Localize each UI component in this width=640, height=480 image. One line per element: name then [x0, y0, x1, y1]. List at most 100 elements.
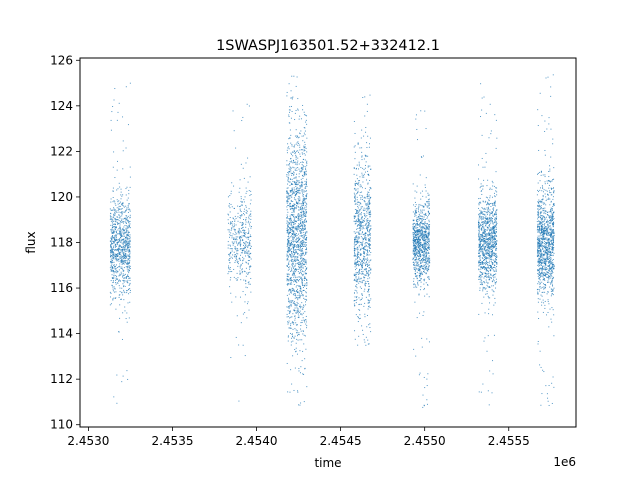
data-point	[243, 219, 245, 220]
data-point	[428, 224, 430, 226]
data-point	[487, 286, 489, 288]
data-point	[235, 237, 237, 239]
data-point	[354, 237, 356, 239]
data-point	[353, 247, 355, 249]
data-point	[294, 328, 296, 330]
data-point	[300, 273, 302, 275]
data-point	[428, 239, 430, 241]
data-point	[286, 278, 288, 280]
data-point	[492, 314, 494, 316]
data-point	[287, 244, 289, 246]
data-point	[428, 266, 430, 268]
data-point	[423, 289, 425, 291]
data-point	[302, 235, 304, 237]
data-point	[232, 226, 234, 228]
data-point	[115, 221, 117, 223]
data-point	[287, 147, 289, 149]
data-point	[366, 208, 368, 210]
data-point	[366, 250, 368, 252]
data-point	[288, 247, 290, 249]
data-point	[293, 294, 295, 296]
data-point	[361, 237, 363, 239]
data-point	[478, 238, 480, 240]
data-point	[239, 205, 241, 207]
data-point	[494, 302, 496, 304]
data-point	[113, 254, 115, 256]
data-point	[301, 211, 303, 213]
data-point	[367, 242, 369, 244]
data-point	[241, 201, 243, 203]
data-point	[427, 216, 429, 218]
data-point	[294, 144, 296, 146]
data-point	[295, 271, 297, 273]
data-point	[124, 250, 126, 252]
data-point	[243, 244, 245, 246]
data-point	[424, 267, 426, 269]
data-point	[426, 225, 428, 227]
data-point	[354, 208, 356, 210]
data-point	[301, 278, 303, 280]
data-point	[357, 272, 359, 274]
data-point	[478, 224, 480, 226]
data-point	[291, 333, 293, 335]
data-point	[359, 269, 361, 271]
data-point	[249, 271, 251, 273]
data-point	[121, 229, 123, 231]
data-point	[237, 231, 239, 233]
data-point	[293, 146, 295, 148]
data-point	[291, 214, 293, 216]
data-point	[426, 244, 428, 246]
data-point	[242, 232, 244, 234]
data-point	[295, 279, 297, 281]
data-point	[288, 195, 290, 197]
data-point	[429, 257, 431, 259]
data-point	[110, 220, 112, 222]
data-point	[124, 246, 126, 248]
data-point	[233, 226, 235, 228]
data-point	[111, 277, 113, 279]
data-point	[290, 134, 292, 136]
data-point	[119, 256, 121, 258]
data-point	[126, 244, 128, 246]
data-point	[242, 248, 244, 250]
data-point	[241, 224, 243, 226]
data-point	[413, 268, 415, 270]
data-point	[305, 321, 307, 323]
data-point	[236, 242, 238, 244]
data-point	[248, 256, 250, 258]
data-point	[357, 248, 359, 250]
data-point	[286, 257, 288, 259]
data-point	[302, 205, 304, 207]
data-point	[361, 216, 363, 218]
data-point	[420, 243, 422, 245]
data-point	[301, 253, 303, 255]
data-point	[301, 192, 303, 194]
data-point	[426, 205, 428, 207]
data-point	[303, 150, 305, 152]
data-point	[413, 267, 415, 269]
data-point	[416, 185, 418, 187]
data-point	[417, 282, 419, 284]
data-point	[359, 227, 361, 229]
data-point	[110, 252, 112, 254]
data-point	[363, 247, 365, 249]
data-point	[369, 233, 371, 235]
data-point	[424, 204, 426, 206]
data-point	[129, 251, 131, 253]
data-point	[287, 238, 289, 240]
data-point	[428, 278, 430, 280]
data-point	[360, 287, 362, 289]
data-point	[287, 242, 289, 244]
data-point	[239, 272, 241, 274]
data-point	[419, 270, 421, 272]
data-point	[301, 232, 303, 234]
data-point	[297, 157, 299, 159]
data-point	[364, 313, 366, 315]
data-point	[303, 132, 305, 134]
data-point	[420, 278, 422, 280]
data-point	[368, 270, 370, 272]
data-point	[428, 225, 430, 227]
data-point	[425, 249, 427, 251]
data-point	[239, 230, 241, 232]
data-point	[245, 241, 247, 243]
